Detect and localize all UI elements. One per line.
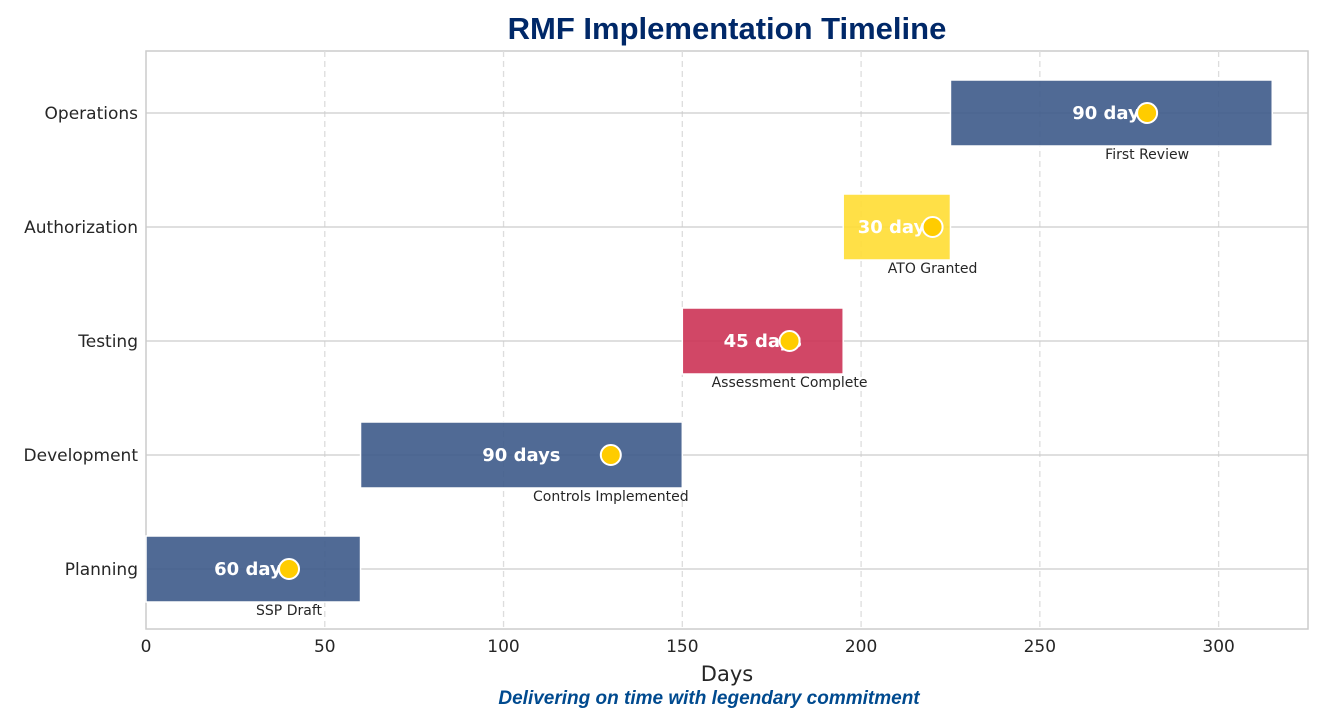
x-axis-label: Days (701, 662, 753, 686)
bar (949, 79, 1273, 147)
bar (359, 421, 684, 489)
y-tick-label: Authorization (24, 218, 138, 238)
y-tick-label: Planning (65, 560, 138, 580)
milestone-label: Assessment Complete (712, 375, 868, 391)
chart-title: RMF Implementation Timeline (508, 11, 947, 46)
x-tick-label: 300 (1202, 637, 1234, 657)
x-axis-ticks: 0 50 100 150 200 250 300 (141, 637, 1235, 657)
x-tick-label: 0 (141, 637, 152, 657)
x-tick-label: 150 (666, 637, 698, 657)
milestone-marker (278, 558, 301, 580)
y-tick-label: Development (24, 446, 139, 466)
bars: 60 days SSP Draft 90 days Controls Implemen… (145, 79, 1273, 619)
milestone-label: First Review (1105, 147, 1189, 163)
milestone-label: Controls Implemented (533, 489, 689, 505)
chart-subtitle: Delivering on time with legendary commit… (498, 688, 920, 709)
bar-duration-label: 90 days (1072, 103, 1150, 124)
x-tick-label: 250 (1024, 637, 1056, 657)
milestone-label: ATO Granted (888, 261, 978, 277)
milestone-marker (921, 216, 944, 238)
bar-group-planning: 60 days SSP Draft (145, 535, 362, 619)
x-tick-label: 50 (314, 637, 336, 657)
bar-duration-label: 90 days (482, 445, 560, 466)
y-axis-ticks: Planning Development Testing Authorization O… (24, 104, 139, 580)
y-tick-label: Testing (77, 332, 138, 352)
milestone-marker (778, 330, 801, 352)
milestone-marker (599, 444, 622, 466)
x-tick-label: 200 (845, 637, 877, 657)
bar-duration-label: 30 days (858, 217, 936, 238)
x-tick-label: 100 (487, 637, 519, 657)
bar (681, 307, 844, 375)
bar (145, 535, 362, 603)
bar-duration-label: 60 days (214, 559, 292, 580)
milestone-label: SSP Draft (256, 603, 322, 619)
bar-group-authorization: 30 days ATO Granted (842, 193, 978, 277)
bar-group-operations: 90 days First Review (949, 79, 1273, 163)
y-tick-label: Operations (45, 104, 139, 124)
bar-group-development: 90 days Controls Implemented (359, 421, 689, 505)
milestone-marker (1136, 102, 1159, 124)
